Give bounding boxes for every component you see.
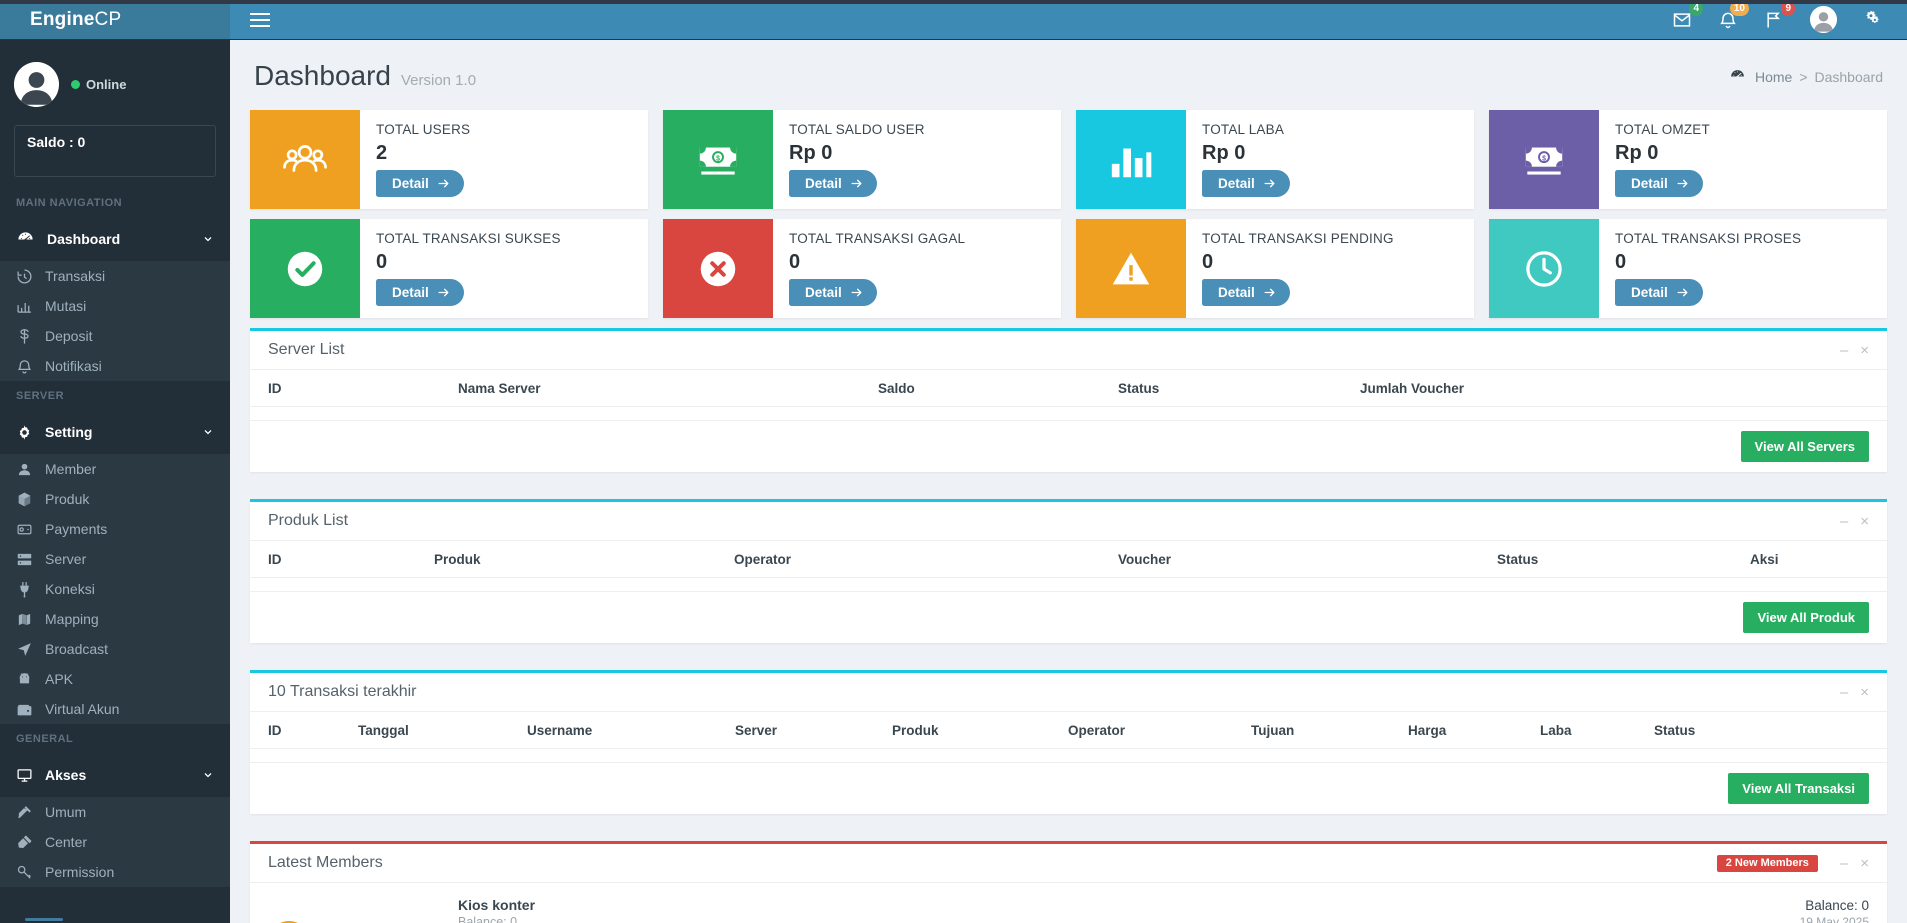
svg-text:$: $ <box>716 155 720 162</box>
svg-text:$: $ <box>1542 155 1546 162</box>
